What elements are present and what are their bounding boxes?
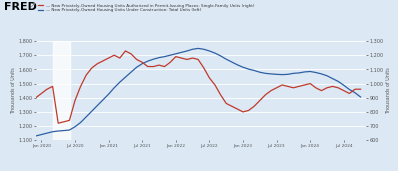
Bar (53, 41, 70, 140)
Y-axis label: Thousands of Units: Thousands of Units (386, 67, 391, 114)
Text: ↗: ↗ (30, 2, 36, 8)
Y-axis label: Thousands of Units: Thousands of Units (11, 67, 16, 114)
Text: FRED: FRED (4, 2, 37, 12)
Legend: — New Privately-Owned Housing Units Authorized in Permit-Issuing Places: Single-: — New Privately-Owned Housing Units Auth… (38, 4, 255, 12)
